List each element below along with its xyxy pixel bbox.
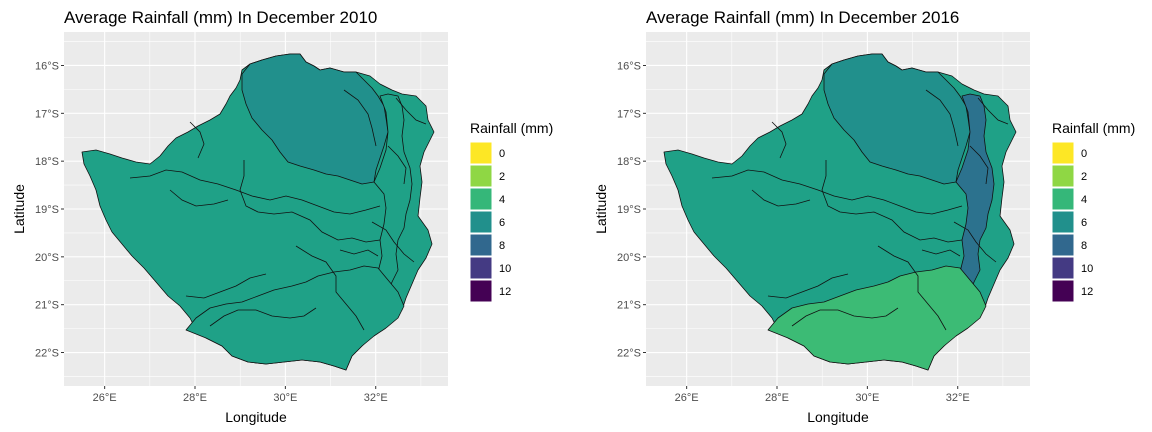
y-tick-label: 19°S: [35, 204, 59, 216]
y-tick-label: 21°S: [35, 300, 59, 312]
legend-key: [469, 210, 493, 234]
district-border: [969, 145, 989, 185]
legend-key: [469, 164, 493, 188]
district-border: [209, 307, 317, 327]
district-border: [751, 189, 811, 207]
legend-label: 8: [1081, 240, 1087, 252]
district-border: [339, 249, 379, 257]
district-border: [129, 169, 381, 215]
map-panel-1: 26°E 28°E 30°E 32°E 16°S 17°S 18°S 19°S 20°S 21°S…: [11, 8, 553, 425]
northern-region: [823, 53, 971, 185]
district-border: [169, 189, 229, 207]
legend-label: 12: [499, 286, 511, 298]
legend-label: 2: [1081, 171, 1087, 183]
y-tick-label: 18°S: [617, 156, 641, 168]
x-tick-label: 32°E: [946, 392, 970, 404]
chart-title: Average Rainfall (mm) In December 2016: [646, 8, 959, 27]
chart-title: Average Rainfall (mm) In December 2010: [64, 8, 377, 27]
y-tick-label: 17°S: [617, 108, 641, 120]
district-border: [767, 273, 849, 299]
district-border: [821, 160, 963, 243]
x-tick-label: 28°E: [765, 392, 789, 404]
district-border: [921, 249, 961, 257]
legend-key: [469, 279, 493, 303]
legend-label: 12: [1081, 286, 1093, 298]
district-border: [371, 221, 415, 263]
x-tick-label: 26°E: [93, 392, 117, 404]
legend-key: [1051, 210, 1075, 234]
map-panel-2: 26°E 28°E 30°E 32°E 16°S 17°S 18°S 19°S 20°S 21°S…: [593, 8, 1135, 425]
legend-key: [1051, 233, 1075, 257]
legend-label: 2: [499, 171, 505, 183]
district-border: [239, 160, 381, 243]
district-border: [925, 89, 959, 147]
district-border: [189, 121, 205, 159]
legend-label: 6: [499, 217, 505, 229]
legend-label: 8: [499, 240, 505, 252]
legend-key: [1051, 256, 1075, 280]
y-tick-label: 21°S: [617, 300, 641, 312]
legend-label: 4: [499, 194, 505, 206]
x-axis-title: Longitude: [225, 409, 287, 425]
x-tick-label: 30°E: [855, 392, 879, 404]
district-border: [791, 307, 899, 327]
x-tick-label: 28°E: [183, 392, 207, 404]
y-tick-label: 16°S: [35, 60, 59, 72]
x-tick-label: 26°E: [675, 392, 699, 404]
legend-label: 10: [1081, 263, 1093, 275]
y-tick-label: 22°S: [617, 348, 641, 360]
legend-title: Rainfall (mm): [1052, 120, 1135, 136]
district-border: [387, 145, 407, 185]
northern-region: [241, 53, 389, 185]
x-tick-label: 32°E: [364, 392, 388, 404]
legend-key: [1051, 164, 1075, 188]
district-border: [343, 89, 377, 147]
legend-key: [1051, 141, 1075, 165]
district-border: [977, 97, 1009, 125]
legend-key: [469, 141, 493, 165]
y-tick-label: 18°S: [35, 156, 59, 168]
y-tick-label: 19°S: [617, 204, 641, 216]
legend-label: 10: [499, 263, 511, 275]
legend: Rainfall (mm) 0 2 4 6 8 10 12: [1051, 120, 1135, 303]
southern-region: [185, 265, 405, 371]
district-border: [953, 221, 997, 263]
district-border: [877, 245, 947, 331]
x-axis-title: Longitude: [807, 409, 869, 425]
legend-label: 4: [1081, 194, 1087, 206]
legend-key: [469, 187, 493, 211]
x-tick-label: 30°E: [273, 392, 297, 404]
y-tick-label: 20°S: [35, 252, 59, 264]
eastern-region: [955, 93, 995, 299]
legend-label: 0: [499, 148, 505, 160]
southern-region: [767, 265, 987, 371]
district-border: [711, 169, 963, 215]
y-tick-label: 17°S: [35, 108, 59, 120]
legend-label: 6: [1081, 217, 1087, 229]
y-axis-title: Latitude: [11, 184, 27, 234]
district-border: [295, 245, 365, 331]
district-border: [395, 97, 427, 125]
district-border: [185, 273, 267, 299]
legend-key: [469, 233, 493, 257]
legend-key: [469, 256, 493, 280]
y-tick-label: 22°S: [35, 348, 59, 360]
legend-title: Rainfall (mm): [470, 120, 553, 136]
legend-key: [1051, 187, 1075, 211]
y-tick-label: 16°S: [617, 60, 641, 72]
eastern-region: [373, 93, 413, 299]
y-tick-label: 20°S: [617, 252, 641, 264]
legend-label: 0: [1081, 148, 1087, 160]
y-axis-title: Latitude: [593, 184, 609, 234]
district-border: [771, 121, 787, 159]
legend: Rainfall (mm) 0 2 4 6 8 10 12: [469, 120, 553, 303]
legend-key: [1051, 279, 1075, 303]
